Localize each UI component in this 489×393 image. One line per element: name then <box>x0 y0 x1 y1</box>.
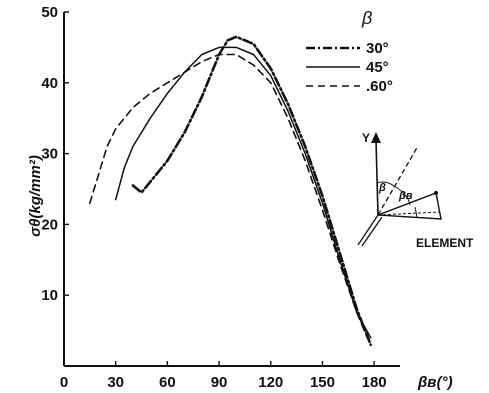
y-tick-label: 20 <box>41 216 58 233</box>
x-tick-label: 90 <box>211 374 228 391</box>
inset-beta-line <box>377 145 419 216</box>
element-inset-diagram: Y β βʙ ELEMENT <box>357 131 474 250</box>
y-tick-label: 30 <box>41 146 58 163</box>
ticks: 0 30 60 90 120 150 180 10 20 30 40 50 <box>41 4 386 391</box>
inset-element-label: ELEMENT <box>416 236 474 250</box>
x-tick-label: 0 <box>60 374 68 391</box>
series-group <box>89 35 372 347</box>
y-tick-label: 50 <box>41 4 58 21</box>
legend-label-3: .60° <box>366 78 393 95</box>
inset-element-wedge <box>377 192 442 220</box>
series-line-3 <box>89 53 369 339</box>
x-tick-label: 180 <box>362 374 387 391</box>
inset-stem-line-1 <box>357 214 379 246</box>
series-line-1 <box>131 35 372 347</box>
x-tick-label: 150 <box>310 374 335 391</box>
legend-label-1: 30° <box>366 40 389 57</box>
axes <box>63 12 400 367</box>
inset-betab-label: βʙ <box>398 190 413 202</box>
x-tick-label: 120 <box>258 374 283 391</box>
legend: β 30° 45° .60° <box>306 8 393 95</box>
inset-y-label: Y <box>362 131 370 145</box>
inset-element-mark <box>414 206 418 218</box>
legend-title: β <box>361 8 372 28</box>
inset-element-dash <box>377 211 441 216</box>
y-tick-label: 40 <box>41 75 58 92</box>
y-tick-label: 10 <box>41 287 58 304</box>
inset-y-arrow-icon <box>371 132 381 143</box>
y-axis-label: σθ(kg/mm²) <box>27 155 44 237</box>
inset-stem-line-2 <box>361 216 383 247</box>
inset-beta-label: β <box>378 182 386 194</box>
x-axis-label: βʙ(°) <box>417 374 453 391</box>
inset-element-dot <box>434 191 438 195</box>
x-tick-label: 30 <box>107 374 124 391</box>
inset-y-axis <box>375 139 379 216</box>
series-line-2 <box>114 46 372 339</box>
inset-beta-arc <box>376 181 395 187</box>
x-tick-label: 60 <box>159 374 176 391</box>
legend-label-2: 45° <box>366 59 389 76</box>
